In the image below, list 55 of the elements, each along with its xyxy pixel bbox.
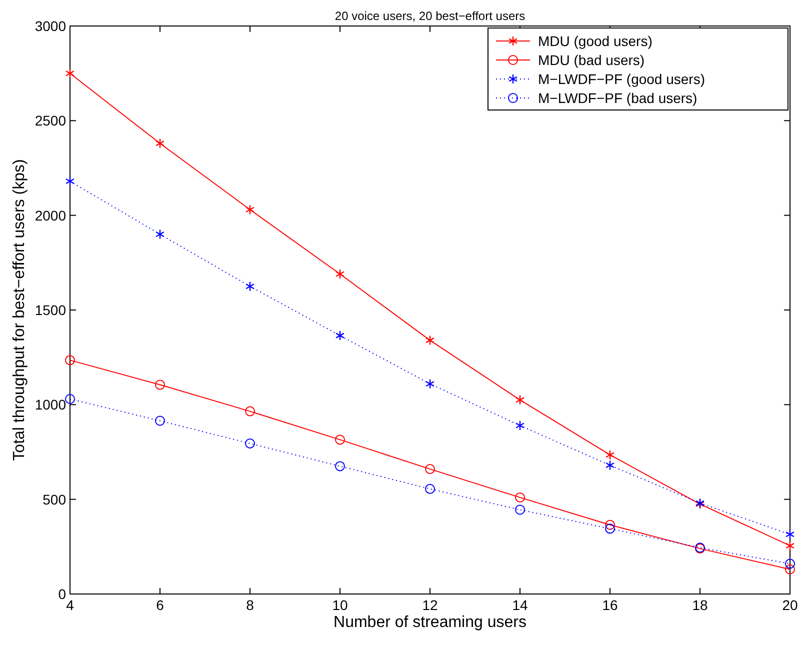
point — [245, 204, 255, 215]
y-tick-label: 1000 — [34, 396, 66, 413]
point — [605, 460, 615, 470]
point — [425, 378, 435, 389]
point — [515, 394, 525, 406]
y-axis-title: Total throughput for best−effort users (kps) — [11, 159, 28, 461]
y-tick-label: 0 — [58, 586, 66, 602]
point — [245, 438, 255, 448]
point — [65, 355, 75, 366]
x-tick-label: 6 — [156, 597, 164, 613]
point — [515, 504, 525, 515]
point — [335, 461, 345, 472]
point — [65, 394, 75, 404]
y-tick-label: 500 — [42, 491, 66, 508]
point — [155, 416, 165, 426]
point — [515, 492, 525, 502]
point — [335, 330, 345, 341]
point — [515, 420, 525, 431]
point — [335, 434, 345, 445]
point — [155, 380, 165, 390]
point — [245, 406, 255, 416]
x-tick-label: 16 — [602, 597, 618, 613]
x-axis-title: Number of streaming users — [334, 614, 526, 631]
point — [425, 335, 435, 346]
legend-label: MDU (bad users) — [538, 52, 645, 68]
point — [155, 138, 165, 148]
point — [605, 450, 615, 460]
legend-label: MDU (good users) — [538, 33, 652, 49]
x-tick-label: 18 — [692, 597, 708, 613]
y-tick-label: 1500 — [34, 302, 66, 318]
x-tick-label: 12 — [422, 597, 438, 613]
point — [605, 520, 615, 530]
legend-label: M−LWDF−PF (bad users) — [538, 90, 698, 106]
point — [605, 524, 615, 534]
y-tick-label: 2000 — [34, 207, 66, 224]
x-tick-label: 4 — [66, 597, 74, 613]
point — [425, 484, 435, 494]
legend-label: M−LWDF−PF (good users) — [538, 71, 706, 87]
point — [335, 268, 345, 280]
y-tick-label: 2500 — [34, 112, 66, 129]
x-tick-label: 8 — [246, 597, 254, 613]
point — [785, 564, 795, 574]
point — [425, 464, 435, 474]
point — [155, 229, 165, 240]
point — [785, 540, 795, 551]
x-tick-label: 20 — [782, 597, 798, 613]
chart-title: 20 voice users, 20 best−effort users — [334, 9, 526, 23]
x-tick-label: 14 — [512, 597, 528, 613]
point — [785, 529, 795, 540]
point — [65, 176, 75, 186]
y-tick-label: 3000 — [34, 18, 66, 34]
x-tick-label: 10 — [332, 597, 348, 613]
point — [65, 68, 75, 78]
point — [785, 558, 795, 569]
point — [245, 281, 255, 292]
